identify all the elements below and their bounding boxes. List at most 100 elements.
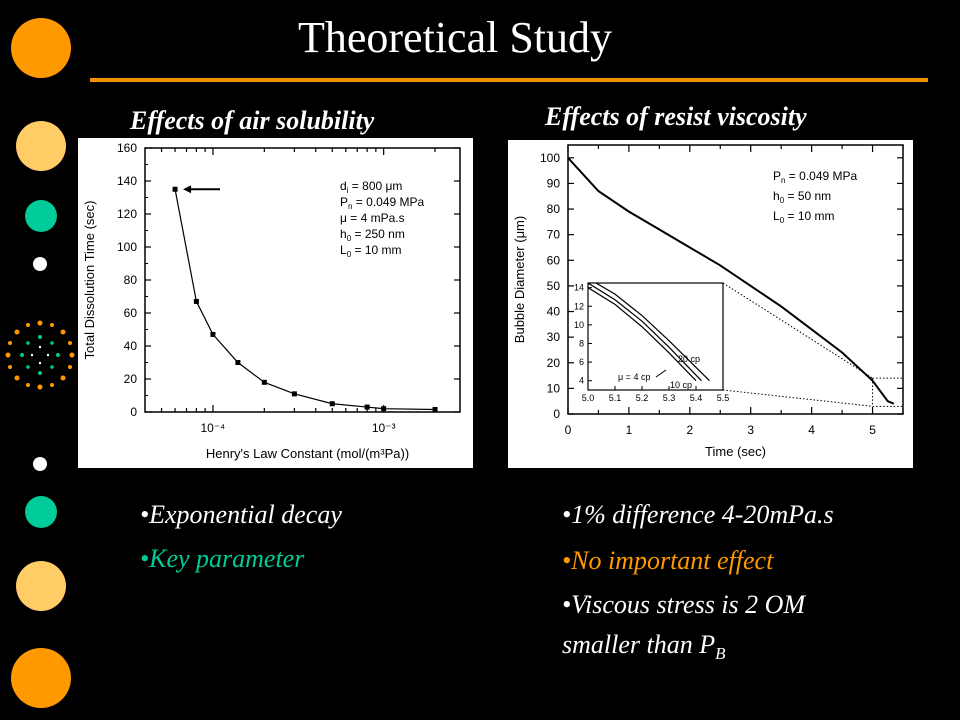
right-bullet-4-sub: B [715, 644, 726, 664]
chart2-inset-xtick-label: 5.5 [717, 393, 730, 403]
chart1-ytick-label: 60 [124, 306, 138, 320]
solubility-chart: 0 20 40 60 80 100 120 140 160 10⁻⁴ 10⁻³ Henry's Law… [82, 141, 461, 461]
decor-dot-white-top [33, 257, 47, 271]
chart1-param-2: μ = 4 mPa.s [340, 211, 405, 225]
decor-dot-teal-top [25, 200, 57, 232]
chart2-inset-label-pointer [655, 369, 667, 378]
right-bullet-3: •Viscous stress is 2 OM [562, 590, 806, 619]
chart2-ytick-label: 0 [553, 407, 560, 421]
chart1-param-4: L0 = 10 mm [340, 243, 402, 259]
chart1-point [381, 406, 387, 412]
decor-dot-white-bottom [33, 457, 47, 471]
chart2-inset-ytick-label: 8 [579, 338, 584, 348]
right-bullet-4-text: smaller than P [562, 630, 716, 659]
chart1-ytick-label: 80 [124, 273, 138, 287]
chart1-ylabel: Total Dissolution Time (sec) [82, 201, 97, 360]
chart1-point [193, 298, 199, 304]
chart1-ytick-label: 100 [117, 240, 137, 254]
chart1-ytick-label: 140 [117, 174, 137, 188]
chart2-inset-series-0 [588, 287, 697, 382]
chart2-ytick-label: 40 [547, 305, 561, 319]
chart2-inset-ytick-label: 4 [579, 376, 584, 386]
chart2-param-1: h0 = 50 nm [773, 189, 831, 205]
decor-dot-teal-bottom [25, 496, 57, 528]
chart2-zoom-box [872, 377, 904, 407]
chart1-xtick-label: 10⁻³ [372, 421, 396, 435]
chart2-ytick-label: 10 [547, 381, 561, 395]
chart1-point [291, 391, 297, 397]
chart2-param-2: L0 = 10 mm [773, 209, 835, 225]
chart2-inset-label-20cp: 20 cp [678, 354, 700, 364]
right-heading: Effects of resist viscosity [545, 102, 807, 131]
right-bullet-2: •No important effect [562, 546, 774, 575]
chart2-series-line [567, 157, 895, 405]
chart2-xtick-label: 4 [808, 423, 815, 437]
slide-title: Theoretical Study [298, 13, 613, 62]
chart1-xlabel: Henry's Law Constant (mol/(m³Pa)) [206, 446, 409, 461]
decor-dot-orange-top [11, 18, 71, 78]
chart2-frame [567, 144, 904, 415]
chart1-series-line [174, 189, 436, 411]
chart2-inset-xtick-label: 5.2 [636, 393, 649, 403]
chart2-xtick-label: 0 [565, 423, 572, 437]
chart2-inset-ytick-label: 12 [574, 301, 584, 311]
chart2-xtick-label: 2 [686, 423, 693, 437]
chart2-inset-label-4cp: μ = 4 cp [618, 372, 650, 382]
chart2-ytick-label: 50 [547, 279, 561, 293]
left-bullet-1: •Exponential decay [140, 500, 342, 529]
chart2-ytick-label: 90 [547, 176, 561, 190]
decor-dot-light-orange-top [16, 121, 66, 171]
left-heading: Effects of air solubility [130, 106, 375, 135]
decor-dot-light-orange-bottom [16, 561, 66, 611]
chart2-param-0: Pn = 0.049 MPa [773, 169, 858, 185]
chart2-xtick-label: 1 [626, 423, 633, 437]
left-bullet-2: •Key parameter [140, 544, 305, 573]
left-chart-panel: 0 20 40 60 80 100 120 140 160 10⁻⁴ 10⁻³ Henry's Law… [78, 138, 473, 468]
chart2-inset-series-1 [588, 283, 702, 382]
chart2-inset-label-10cp: 10 cp [670, 380, 692, 390]
chart1-point [261, 379, 267, 385]
chart2-inset-xtick-label: 5.3 [663, 393, 676, 403]
chart1-ytick-label: 120 [117, 207, 137, 221]
chart2-ytick-label: 30 [547, 330, 561, 344]
title-underline [90, 78, 928, 82]
chart2-ytick-label: 100 [540, 151, 560, 165]
chart1-param-3: h0 = 250 nm [340, 227, 405, 243]
chart1-arrow-head [183, 185, 192, 194]
chart2-inset-ytick-label: 14 [574, 283, 584, 293]
decor-burst-icon [5, 320, 75, 390]
chart1-point [364, 404, 370, 410]
chart1-point [329, 401, 335, 407]
right-chart-panel: 0 10 20 30 40 50 60 70 80 90 100 0 1 2 3 4 5 Time (sec) Bu… [508, 140, 913, 468]
chart1-point [210, 331, 216, 337]
chart2-xlabel: Time (sec) [705, 444, 766, 459]
chart2-zoom-connector [722, 282, 873, 379]
chart1-point [432, 407, 438, 413]
chart1-param-1: Pn = 0.049 MPa [340, 195, 425, 211]
chart2-ylabel: Bubble Diameter (μm) [512, 216, 527, 343]
chart1-param-0: di = 800 μm [340, 179, 402, 195]
chart2-ytick-label: 70 [547, 228, 561, 242]
chart2-ytick-label: 60 [547, 253, 561, 267]
chart2-inset-series-2 [594, 283, 710, 382]
chart1-ytick-label: 20 [124, 372, 138, 386]
chart2-inset-ytick-label: 10 [574, 320, 584, 330]
chart2-ytick-label: 20 [547, 356, 561, 370]
chart2-ytick-label: 80 [547, 202, 561, 216]
chart1-point [172, 186, 178, 192]
chart1-ytick-label: 40 [124, 339, 138, 353]
right-bullet-4: smaller than PB [562, 630, 726, 664]
chart2-inset-xtick-label: 5.4 [690, 393, 703, 403]
chart2-inset-ytick-label: 6 [579, 357, 584, 367]
right-bullet-1: •1% difference 4-20mPa.s [562, 500, 834, 529]
chart2-xtick-label: 3 [747, 423, 754, 437]
chart2-xtick-label: 5 [869, 423, 876, 437]
chart2-zoom-connector [722, 389, 873, 407]
decor-dot-orange-bottom [11, 648, 71, 708]
chart1-ytick-label: 160 [117, 141, 137, 155]
chart1-xtick-label: 10⁻⁴ [201, 421, 226, 435]
chart2-inset-xtick-label: 5.0 [582, 393, 595, 403]
chart1-point [235, 360, 241, 365]
chart1-ytick-label: 0 [130, 405, 137, 419]
